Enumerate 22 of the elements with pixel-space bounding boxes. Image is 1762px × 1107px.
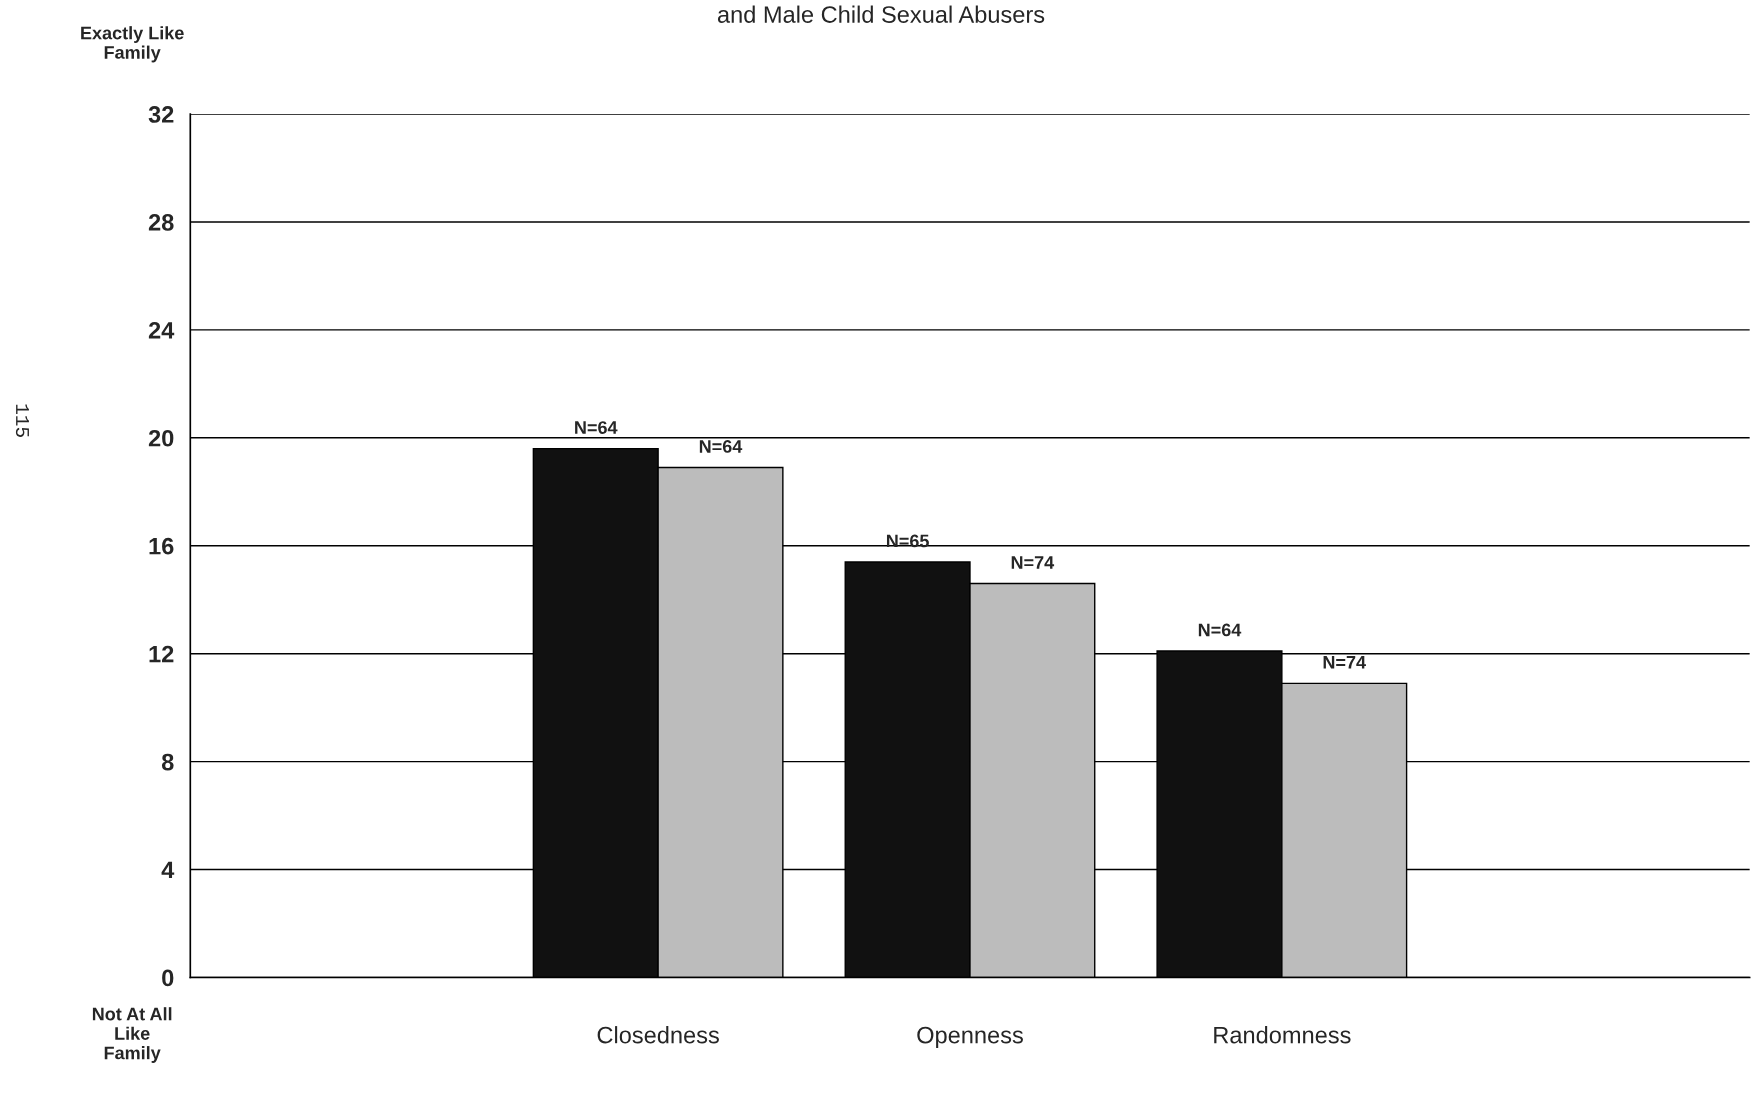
y-tick-label: 8	[161, 753, 174, 771]
x-tick-label: Closedness	[597, 1026, 719, 1044]
annotation: N=64	[1198, 623, 1242, 637]
y-tick-label: 24	[148, 321, 175, 339]
y-tick-label: 32	[148, 106, 174, 123]
y-tick-label: 16	[149, 537, 174, 555]
text: 115	[15, 404, 29, 437]
annotation: N=64	[575, 421, 618, 434]
y-tick-label: 12	[149, 645, 174, 663]
text: Exactly Like Family	[81, 26, 184, 63]
annotation: N=74	[1011, 556, 1055, 569]
annotation: N=64	[699, 440, 743, 453]
y-tick-label: 0	[162, 969, 174, 987]
annotation: N=74	[1323, 656, 1366, 669]
x-tick-label: Openness	[917, 1026, 1023, 1049]
x-tick-label: Randomness	[1214, 1026, 1351, 1044]
chart-title: and Male Child Sexual Abusers	[717, 5, 1045, 23]
y-tick-label: 20	[148, 429, 174, 447]
y-tick-label: 28	[148, 214, 174, 231]
y-tick-label: 4	[161, 861, 175, 879]
annotation: N=65	[886, 534, 929, 548]
text: Not At All Like Family	[92, 1007, 172, 1063]
